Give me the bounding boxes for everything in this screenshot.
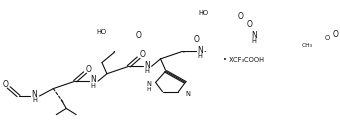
Text: • XCF₃COOH: • XCF₃COOH (223, 57, 264, 63)
Text: H: H (90, 82, 96, 89)
Text: HO: HO (96, 29, 106, 35)
Text: N: N (185, 91, 190, 97)
Text: O: O (325, 35, 330, 41)
Text: H: H (251, 38, 256, 44)
Text: O: O (238, 12, 244, 21)
Text: H: H (32, 97, 37, 103)
Text: H: H (146, 87, 151, 92)
Text: O: O (140, 50, 146, 59)
Text: O: O (3, 80, 8, 89)
Text: N: N (32, 90, 37, 99)
Text: O: O (86, 65, 92, 74)
Text: H: H (144, 68, 149, 74)
Text: CH₃: CH₃ (302, 43, 313, 48)
Text: O: O (136, 31, 142, 40)
Text: N: N (144, 61, 150, 70)
Text: HO: HO (198, 10, 208, 16)
Text: O: O (333, 30, 339, 39)
Text: H: H (198, 53, 203, 59)
Text: O: O (193, 35, 199, 44)
Text: N: N (90, 75, 96, 84)
Text: N: N (197, 46, 203, 55)
Text: N: N (146, 81, 151, 87)
Text: O: O (247, 20, 253, 29)
Text: N: N (251, 31, 257, 40)
